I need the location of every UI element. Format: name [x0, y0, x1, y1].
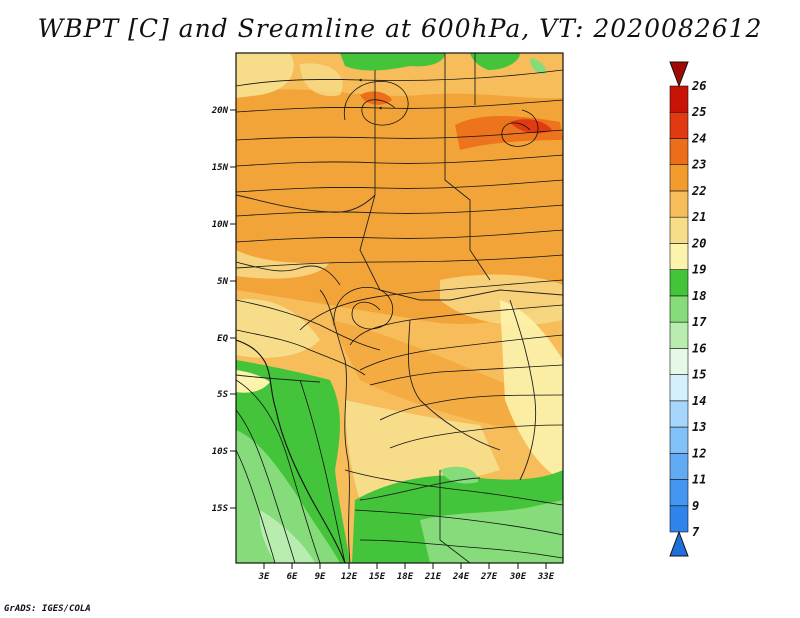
colorbar-segment: [669, 321, 689, 349]
lon-label-30e: 30E: [509, 572, 527, 582]
colorbar-segment: [669, 269, 689, 297]
chart-title: WBPT [C] and Sreamline at 600hPa, VT: 20…: [37, 14, 763, 43]
colorbar-labels: 7 9 11 12 13 14 15 16 17 18 19 20 21 22 23 24 25 26: [691, 79, 707, 539]
colorbar-segment: [669, 295, 689, 323]
colorbar-segment: [669, 374, 689, 402]
colorbar-segment: [669, 400, 689, 428]
lat-label-5n: 5N: [217, 277, 228, 287]
coastline: [236, 339, 346, 563]
longitude-axis: 3E 6E 9E 12E 15E 18E 21E 24E 27E 30E 33E: [258, 563, 555, 582]
lon-label-15e: 15E: [369, 572, 386, 582]
colorbar-label: 21: [691, 210, 706, 224]
colorbar-segments: [669, 85, 689, 533]
colorbar-segment: [669, 164, 689, 192]
lon-label-12e: 12E: [341, 572, 358, 582]
colorbar-segment: [669, 348, 689, 375]
colorbar-segment: [669, 85, 689, 113]
colorbar-label: 7: [692, 525, 700, 539]
colorbar-bottom-arrow: [669, 530, 689, 557]
colorbar-segment: [669, 452, 689, 480]
lat-label-20n: 20N: [211, 106, 229, 116]
lat-label-10s: 10S: [212, 447, 229, 457]
colorbar-label: 18: [692, 289, 706, 303]
colorbar: 7 9 11 12 13 14 15 16 17 18 19 20 21 22 23 24 25 26: [669, 61, 707, 557]
colorbar-label: 12: [692, 446, 706, 460]
colorbar-label: 14: [692, 394, 706, 408]
colorbar-segment: [669, 426, 689, 454]
map-frame: [235, 52, 564, 564]
colorbar-segment: [669, 243, 689, 270]
lon-label-24e: 24E: [452, 572, 470, 582]
colorbar-label: 16: [692, 341, 706, 355]
colorbar-segment: [669, 479, 689, 507]
lon-label-27e: 27E: [480, 572, 498, 582]
lon-label-21e: 21E: [424, 572, 442, 582]
colorbar-label: 9: [692, 499, 699, 513]
colorbar-label: 23: [691, 158, 706, 172]
lon-label-33e: 33E: [537, 572, 555, 582]
lat-label-10n: 10N: [212, 220, 229, 230]
colorbar-segment: [669, 138, 689, 166]
lon-label-18e: 18E: [397, 572, 414, 582]
country-borders: [236, 53, 563, 563]
lat-label-eq: EQ: [217, 334, 228, 344]
colorbar-label: 11: [692, 473, 706, 487]
colorbar-label: 22: [691, 184, 706, 198]
colorbar-label: 19: [692, 263, 706, 277]
lat-label-15s: 15S: [212, 504, 229, 514]
lat-label-15n: 15N: [212, 163, 229, 173]
lon-label-9e: 9E: [315, 572, 326, 582]
colorbar-label: 24: [691, 131, 706, 145]
lat-label-5s: 5S: [217, 390, 228, 400]
colorbar-label: 15: [692, 368, 706, 382]
lon-label-6e: 6E: [287, 572, 298, 582]
colorbar-label: 26: [691, 79, 706, 93]
colorbar-top-arrow: [669, 61, 689, 88]
colorbar-label: 25: [691, 105, 706, 119]
colorbar-segment: [669, 111, 689, 139]
colorbar-segment: [669, 505, 689, 533]
colorbar-label: 20: [691, 236, 706, 250]
latitude-axis: 20N 15N 10N 5N EQ 5S 10S 15S: [211, 106, 236, 514]
colorbar-label: 17: [692, 315, 707, 329]
colorbar-segment: [669, 190, 689, 218]
colorbar-label: 13: [692, 420, 706, 434]
streamlines: [236, 69, 563, 563]
lon-label-3e: 3E: [258, 572, 270, 582]
colorbar-segment: [669, 216, 689, 244]
grads-credit: GrADS: IGES/COLA: [4, 604, 91, 614]
wbpt-shading: [236, 53, 563, 563]
